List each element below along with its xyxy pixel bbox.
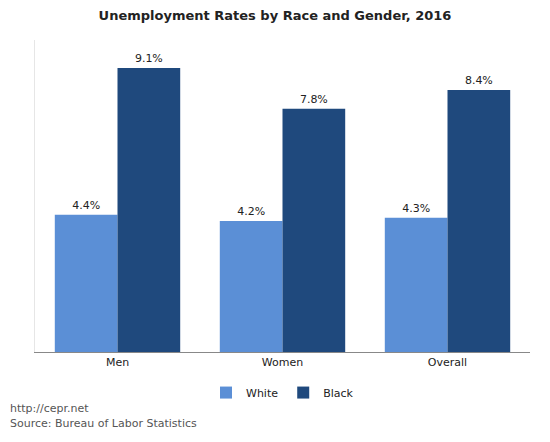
svg-text:4.2%: 4.2% <box>237 205 265 218</box>
svg-text:http://cepr.net: http://cepr.net <box>10 402 89 415</box>
svg-text:Black: Black <box>323 387 353 400</box>
svg-text:White: White <box>246 387 278 400</box>
svg-text:Men: Men <box>106 356 129 369</box>
svg-text:4.4%: 4.4% <box>72 199 100 212</box>
svg-text:4.3%: 4.3% <box>402 202 430 215</box>
svg-text:Women: Women <box>262 356 303 369</box>
svg-text:7.8%: 7.8% <box>300 93 328 106</box>
svg-text:8.4%: 8.4% <box>465 74 493 87</box>
svg-text:Overall: Overall <box>428 356 467 369</box>
svg-text:Source: Bureau of Labor Statis: Source: Bureau of Labor Statistics <box>10 417 197 430</box>
svg-text:Unemployment Rates by Race and: Unemployment Rates by Race and Gender, 2… <box>99 8 452 23</box>
svg-text:9.1%: 9.1% <box>135 52 163 65</box>
